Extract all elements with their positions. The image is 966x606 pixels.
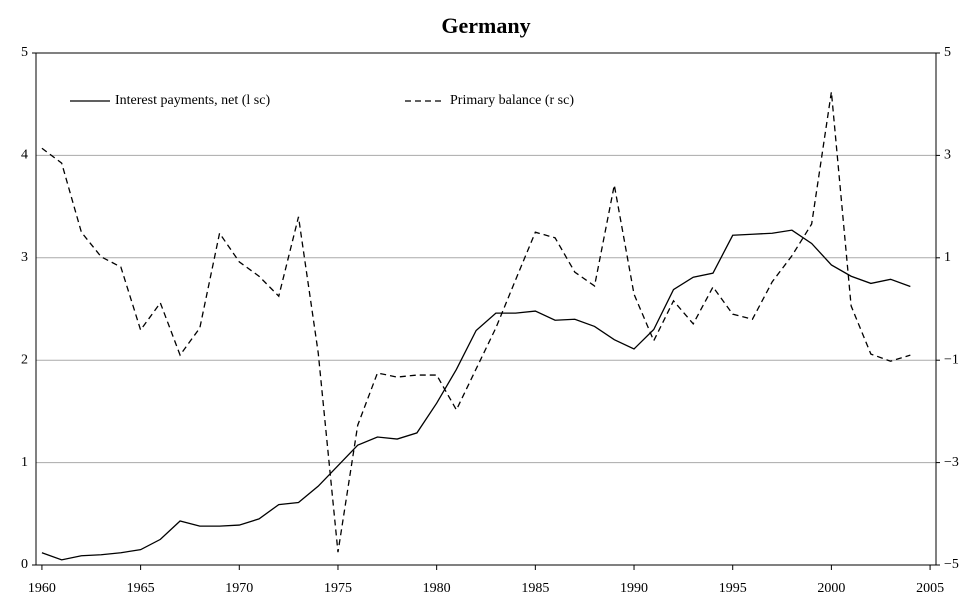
y-tick-label: 1 xyxy=(21,455,28,470)
x-tick-label: 1960 xyxy=(28,581,56,596)
x-tick-label: 1980 xyxy=(423,581,451,596)
y2-tick-label: 5 xyxy=(944,45,951,60)
x-tick-label: 1975 xyxy=(324,581,352,596)
y2-tick-label: 1 xyxy=(944,250,951,265)
y-tick-label: 2 xyxy=(21,352,28,367)
series-line xyxy=(41,91,911,553)
x-tick-label: 1985 xyxy=(521,581,549,596)
x-tick-label: 2000 xyxy=(817,581,845,596)
y2-tick-label: 3 xyxy=(944,148,951,163)
x-tick-label: 2005 xyxy=(916,581,944,596)
plot-frame xyxy=(35,52,937,566)
y2-tick-label: −1 xyxy=(944,352,959,367)
x-tick-label: 1970 xyxy=(225,581,253,596)
legend-label: Primary balance (r sc) xyxy=(450,93,574,108)
y-tick-label: 0 xyxy=(21,557,28,572)
y-tick-label: 3 xyxy=(21,250,28,265)
series-line xyxy=(41,229,911,561)
y-tick-label: 5 xyxy=(21,45,28,60)
x-tick-label: 1965 xyxy=(127,581,155,596)
x-tick-label: 1995 xyxy=(719,581,747,596)
chart-title: Germany xyxy=(441,13,530,38)
y-tick-label: 4 xyxy=(21,148,28,163)
legend-label: Interest payments, net (l sc) xyxy=(115,93,270,108)
x-tick-label: 1990 xyxy=(620,581,648,596)
y2-tick-label: −5 xyxy=(944,557,959,572)
y2-tick-label: −3 xyxy=(944,455,959,470)
